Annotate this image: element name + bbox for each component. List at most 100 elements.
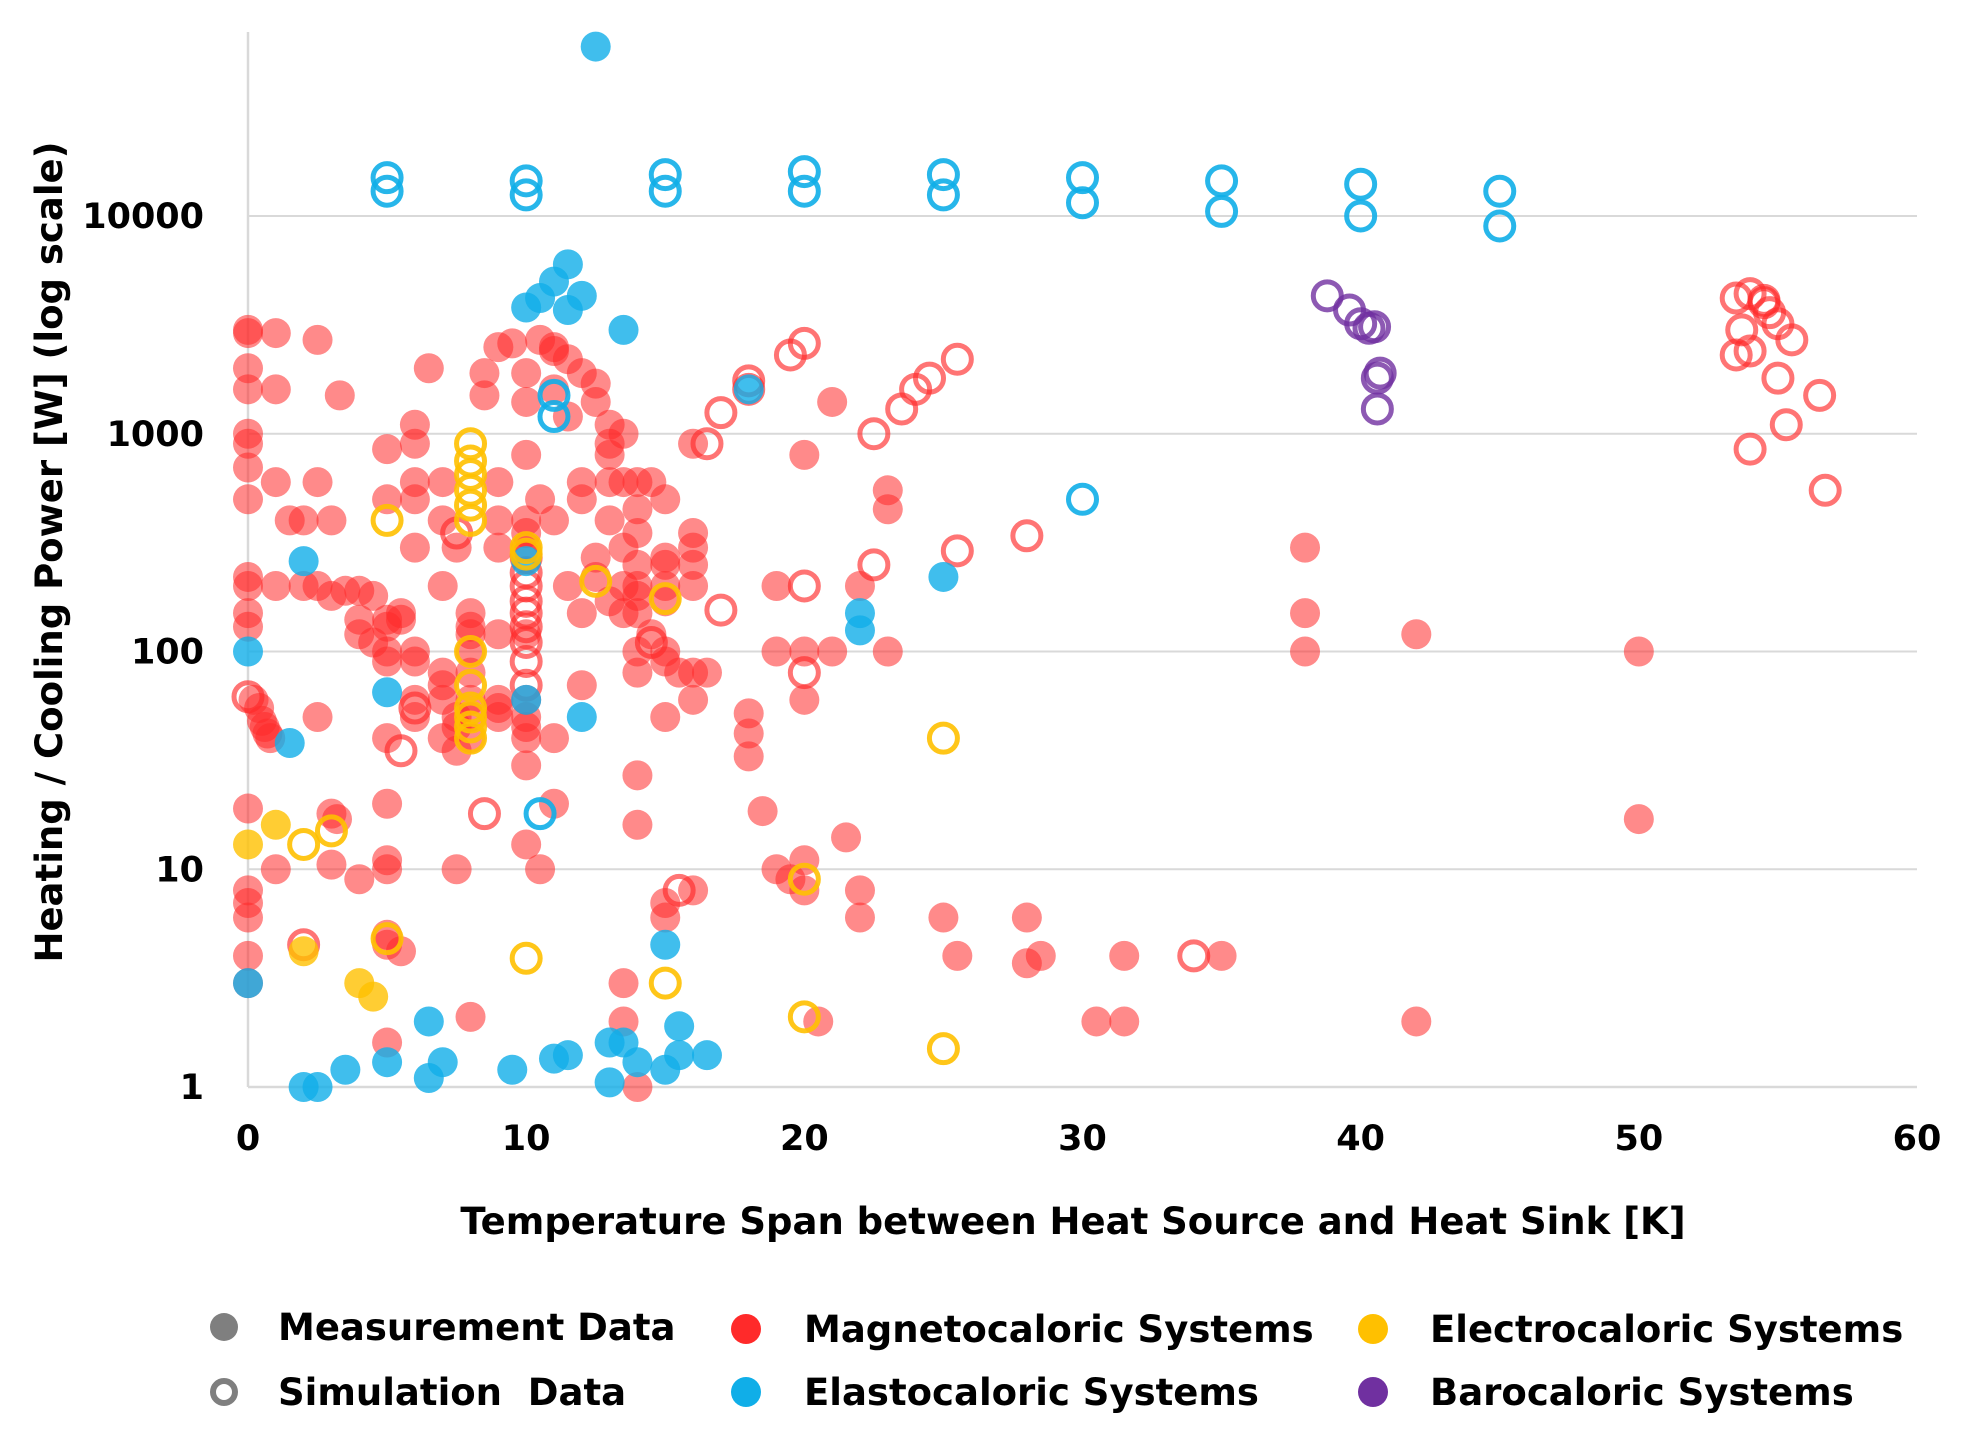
magnetocaloric-measurement-point [525, 484, 556, 515]
magnetocaloric-simulation-point [1177, 939, 1211, 973]
magnetocaloric-measurement-point [316, 505, 347, 536]
magnetocaloric-simulation-point [231, 680, 265, 714]
magnetocaloric-measurement-point [789, 875, 820, 906]
magnetocaloric-measurement-point [789, 439, 820, 470]
magnetocaloric-measurement-point [1011, 902, 1042, 933]
magnetocaloric-measurement-point [538, 505, 569, 536]
magnetocaloric-measurement-point [678, 684, 709, 715]
magnetocaloric-measurement-point [622, 518, 653, 549]
magnetocaloric-simulation-point [913, 361, 947, 395]
elastocaloric-measurement-point [274, 728, 305, 759]
magnetocaloric-simulation-point [940, 342, 974, 376]
magnetocaloric-measurement-point [1290, 532, 1321, 563]
legend-barocaloric-marker [1358, 1377, 1388, 1407]
magnetocaloric-measurement-point [789, 684, 820, 715]
electrocaloric-simulation-point [509, 537, 543, 571]
magnetocaloric-measurement-point [441, 854, 472, 885]
elastocaloric-simulation-point [648, 174, 682, 208]
elastocaloric-simulation-point [787, 174, 821, 208]
elastocaloric-simulation-point [1205, 164, 1239, 198]
elastocaloric-simulation-point [1344, 167, 1378, 201]
magnetocaloric-measurement-point [942, 940, 973, 971]
tick-labels: 1 10 100 1000 10000 0 10 20 30 40 50 60 [82, 197, 1941, 1159]
magnetocaloric-measurement-point [608, 1006, 639, 1037]
electrocaloric-measurement-point [288, 936, 319, 967]
magnetocaloric-measurement-point [622, 1072, 653, 1102]
magnetocaloric-measurement-point [233, 570, 263, 601]
y-tick-label: 100 [131, 633, 204, 673]
barocaloric-simulation-point [1358, 310, 1392, 344]
magnetocaloric-measurement-point [831, 822, 862, 853]
electrocaloric-simulation-point [454, 503, 488, 537]
magnetocaloric-measurement-point [372, 788, 403, 819]
magnetocaloric-measurement-point [372, 646, 403, 677]
electrocaloric-simulation-point [370, 922, 404, 956]
magnetocaloric-measurement-point [372, 723, 403, 754]
magnetocaloric-simulation-point [467, 797, 501, 831]
elastocaloric-measurement-point [413, 1006, 444, 1037]
elastocaloric-measurement-point [650, 929, 681, 960]
magnetocaloric-measurement-point [233, 428, 263, 459]
elastocaloric-simulation-point [537, 378, 571, 412]
magnetocaloric-measurement-point [399, 532, 430, 563]
magnetocaloric-measurement-point [302, 702, 333, 733]
magnetocaloric-measurement-point [233, 484, 263, 515]
magnetocaloric-measurement-point [566, 484, 597, 515]
electrocaloric-simulation-point [454, 457, 488, 491]
magnetocaloric-measurement-point [733, 718, 764, 749]
barocaloric-simulation-point [1363, 356, 1397, 390]
elastocaloric-simulation-point [537, 400, 571, 434]
electrocaloric-simulation-point [454, 668, 488, 702]
magnetocaloric-simulation-point [398, 691, 432, 725]
magnetocaloric-measurement-point [650, 549, 681, 580]
magnetocaloric-measurement-point [511, 829, 542, 860]
legend: Measurement Data Simulation Data Magneto… [210, 1306, 1903, 1414]
electrocaloric-measurement-point [358, 981, 389, 1012]
magnetocaloric-measurement-point [372, 854, 403, 885]
magnetocaloric-measurement-point [844, 902, 875, 933]
legend-magnetocaloric-label: Magnetocaloric Systems [804, 1308, 1314, 1351]
elastocaloric-simulation-point [648, 158, 682, 192]
magnetocaloric-simulation-point [1010, 519, 1044, 553]
elastocaloric-measurement-point [622, 1047, 653, 1078]
elastocaloric-measurement-point [233, 968, 263, 999]
magnetocaloric-simulation-point [384, 734, 418, 768]
x-tick-label: 60 [1893, 1119, 1942, 1159]
elastocaloric-simulation-point [509, 178, 543, 212]
magnetocaloric-measurement-point [399, 428, 430, 459]
magnetocaloric-measurement-point [552, 570, 583, 601]
magnetocaloric-measurement-point [622, 549, 653, 580]
magnetocaloric-measurement-point [525, 854, 556, 885]
magnetocaloric-simulation-point [704, 593, 738, 627]
magnetocaloric-simulation-point [787, 326, 821, 360]
x-tick-label: 50 [1614, 1119, 1663, 1159]
electrocaloric-simulation-point [787, 1000, 821, 1034]
elastocaloric-simulation-point [787, 155, 821, 189]
electrocaloric-simulation-point [454, 488, 488, 522]
magnetocaloric-measurement-point [483, 467, 514, 498]
magnetocaloric-simulation-point [662, 873, 696, 907]
elastocaloric-simulation-point [370, 174, 404, 208]
barocaloric-simulation-point [1360, 392, 1394, 426]
magnetocaloric-measurement-point [594, 505, 625, 536]
magnetocaloric-measurement-point [1109, 940, 1140, 971]
electrocaloric-simulation-point [648, 582, 682, 616]
magnetocaloric-measurement-point [733, 741, 764, 772]
x-tick-label: 30 [1058, 1119, 1107, 1159]
magnetocaloric-simulation-point [940, 534, 974, 568]
magnetocaloric-measurement-point [483, 532, 514, 563]
x-tick-label: 40 [1336, 1119, 1385, 1159]
magnetocaloric-measurement-point [566, 670, 597, 701]
electrocaloric-simulation-point [648, 966, 682, 1000]
elastocaloric-simulation-point [1066, 482, 1099, 516]
magnetocaloric-measurement-point [622, 494, 653, 525]
magnetocaloric-measurement-point [344, 864, 375, 895]
magnetocaloric-measurement-point [260, 318, 291, 349]
magnetocaloric-measurement-point [1206, 940, 1237, 971]
magnetocaloric-measurement-point [872, 636, 903, 667]
electrocaloric-simulation-point [787, 862, 821, 896]
elastocaloric-measurement-point [844, 615, 875, 646]
magnetocaloric-measurement-point [1081, 1006, 1112, 1037]
magnetocaloric-measurement-point [358, 580, 389, 611]
